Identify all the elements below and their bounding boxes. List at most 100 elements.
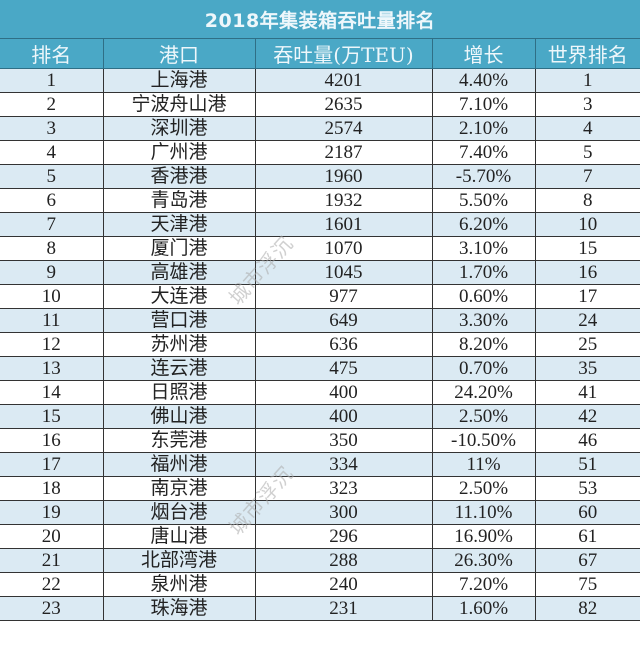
throughput-cell: 475 (255, 356, 433, 381)
header-growth: 增长 (432, 39, 536, 69)
world-rank-cell: 41 (535, 380, 640, 405)
growth-cell: 2.50% (432, 476, 536, 501)
throughput-cell: 2635 (255, 92, 433, 117)
header-world-rank: 世界排名 (535, 39, 640, 69)
port-cell: 唐山港 (103, 524, 256, 549)
growth-cell: 16.90% (432, 524, 536, 549)
port-cell: 厦门港 (103, 236, 256, 261)
rank-cell: 9 (0, 260, 104, 285)
port-cell: 南京港 (103, 476, 256, 501)
growth-cell: 8.20% (432, 332, 536, 357)
table-row: 21 北部湾港 288 26.30% 67 (0, 548, 640, 573)
world-rank-cell: 15 (535, 236, 640, 261)
growth-cell: 2.10% (432, 116, 536, 141)
throughput-cell: 323 (255, 476, 433, 501)
port-cell: 上海港 (103, 68, 256, 93)
header-rank: 排名 (0, 39, 104, 69)
rank-cell: 2 (0, 92, 104, 117)
rank-cell: 11 (0, 308, 104, 333)
throughput-cell: 240 (255, 572, 433, 597)
rank-cell: 1 (0, 68, 104, 93)
world-rank-cell: 5 (535, 140, 640, 165)
rank-cell: 23 (0, 596, 104, 621)
growth-cell: 7.40% (432, 140, 536, 165)
port-cell: 泉州港 (103, 572, 256, 597)
growth-cell: 7.10% (432, 92, 536, 117)
throughput-cell: 636 (255, 332, 433, 357)
rank-cell: 10 (0, 284, 104, 309)
world-rank-cell: 60 (535, 500, 640, 525)
growth-cell: 26.30% (432, 548, 536, 573)
port-cell: 北部湾港 (103, 548, 256, 573)
growth-cell: -10.50% (432, 428, 536, 453)
table-row: 14 日照港 400 24.20% 41 (0, 380, 640, 405)
growth-cell: 6.20% (432, 212, 536, 237)
port-cell: 香港港 (103, 164, 256, 189)
table-row: 12 苏州港 636 8.20% 25 (0, 332, 640, 357)
rank-cell: 8 (0, 236, 104, 261)
throughput-cell: 288 (255, 548, 433, 573)
table-row: 2 宁波舟山港 2635 7.10% 3 (0, 92, 640, 117)
table-row: 20 唐山港 296 16.90% 61 (0, 524, 640, 549)
header-port: 港口 (103, 39, 256, 69)
table-row: 22 泉州港 240 7.20% 75 (0, 572, 640, 597)
port-cell: 佛山港 (103, 404, 256, 429)
port-cell: 连云港 (103, 356, 256, 381)
world-rank-cell: 16 (535, 260, 640, 285)
port-cell: 烟台港 (103, 500, 256, 525)
table-row: 9 高雄港 1045 1.70% 16 (0, 260, 640, 285)
table-row: 1 上海港 4201 4.40% 1 (0, 68, 640, 93)
world-rank-cell: 51 (535, 452, 640, 477)
world-rank-cell: 53 (535, 476, 640, 501)
port-cell: 日照港 (103, 380, 256, 405)
rank-cell: 16 (0, 428, 104, 453)
port-cell: 福州港 (103, 452, 256, 477)
growth-cell: 5.50% (432, 188, 536, 213)
growth-cell: 4.40% (432, 68, 536, 93)
throughput-cell: 2187 (255, 140, 433, 165)
header-row: 排名 港口 吞吐量(万TEU) 增长 世界排名 (0, 39, 640, 69)
port-ranking-table: 排名 港口 吞吐量(万TEU) 增长 世界排名 1 上海港 4201 4.40% 1 2 宁… (0, 39, 640, 621)
throughput-cell: 977 (255, 284, 433, 309)
world-rank-cell: 3 (535, 92, 640, 117)
port-cell: 珠海港 (103, 596, 256, 621)
table-row: 18 南京港 323 2.50% 53 (0, 476, 640, 501)
rank-cell: 12 (0, 332, 104, 357)
growth-cell: 2.50% (432, 404, 536, 429)
port-cell: 高雄港 (103, 260, 256, 285)
world-rank-cell: 1 (535, 68, 640, 93)
world-rank-cell: 46 (535, 428, 640, 453)
table-row: 15 佛山港 400 2.50% 42 (0, 404, 640, 429)
rank-cell: 4 (0, 140, 104, 165)
world-rank-cell: 8 (535, 188, 640, 213)
rank-cell: 18 (0, 476, 104, 501)
world-rank-cell: 10 (535, 212, 640, 237)
growth-cell: 0.60% (432, 284, 536, 309)
world-rank-cell: 25 (535, 332, 640, 357)
rank-cell: 21 (0, 548, 104, 573)
table-row: 23 珠海港 231 1.60% 82 (0, 596, 640, 621)
port-cell: 青岛港 (103, 188, 256, 213)
world-rank-cell: 35 (535, 356, 640, 381)
table-row: 16 东莞港 350 -10.50% 46 (0, 428, 640, 453)
rank-cell: 13 (0, 356, 104, 381)
port-cell: 大连港 (103, 284, 256, 309)
world-rank-cell: 7 (535, 164, 640, 189)
throughput-cell: 400 (255, 404, 433, 429)
table-row: 19 烟台港 300 11.10% 60 (0, 500, 640, 525)
throughput-cell: 1045 (255, 260, 433, 285)
throughput-cell: 400 (255, 380, 433, 405)
growth-cell: 3.30% (432, 308, 536, 333)
port-cell: 广州港 (103, 140, 256, 165)
table-row: 13 连云港 475 0.70% 35 (0, 356, 640, 381)
growth-cell: 24.20% (432, 380, 536, 405)
growth-cell: 7.20% (432, 572, 536, 597)
throughput-cell: 300 (255, 500, 433, 525)
world-rank-cell: 67 (535, 548, 640, 573)
throughput-cell: 649 (255, 308, 433, 333)
port-cell: 营口港 (103, 308, 256, 333)
rank-cell: 6 (0, 188, 104, 213)
throughput-cell: 334 (255, 452, 433, 477)
throughput-cell: 350 (255, 428, 433, 453)
port-cell: 苏州港 (103, 332, 256, 357)
